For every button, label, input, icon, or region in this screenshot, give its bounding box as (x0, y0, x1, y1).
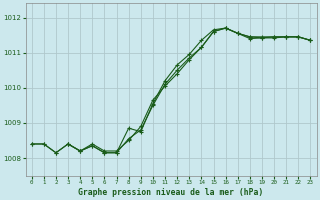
X-axis label: Graphe pression niveau de la mer (hPa): Graphe pression niveau de la mer (hPa) (78, 188, 264, 197)
